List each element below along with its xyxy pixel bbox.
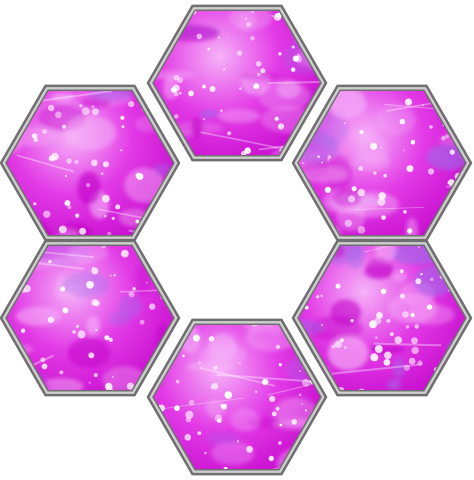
hex-tile-upper-left [0,84,181,242]
hex-tile-upper-right [291,84,473,242]
hex-tile-lower-right [291,239,473,397]
hex-tile-upper-right-texture [298,90,466,236]
hex-tile-lower-left [0,239,181,397]
